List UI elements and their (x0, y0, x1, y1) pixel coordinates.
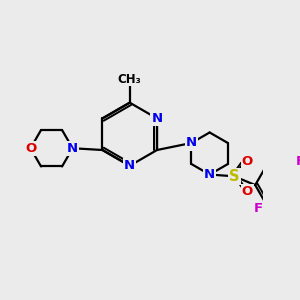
Text: F: F (254, 202, 263, 215)
Text: CH₃: CH₃ (118, 73, 142, 85)
Text: N: N (204, 168, 215, 181)
Text: N: N (124, 159, 135, 172)
Text: O: O (25, 142, 36, 155)
Text: O: O (242, 155, 253, 168)
Text: N: N (186, 136, 197, 149)
Text: N: N (152, 112, 163, 125)
Text: F: F (296, 155, 300, 168)
Text: S: S (229, 169, 239, 184)
Text: O: O (242, 185, 253, 198)
Text: N: N (67, 142, 78, 155)
